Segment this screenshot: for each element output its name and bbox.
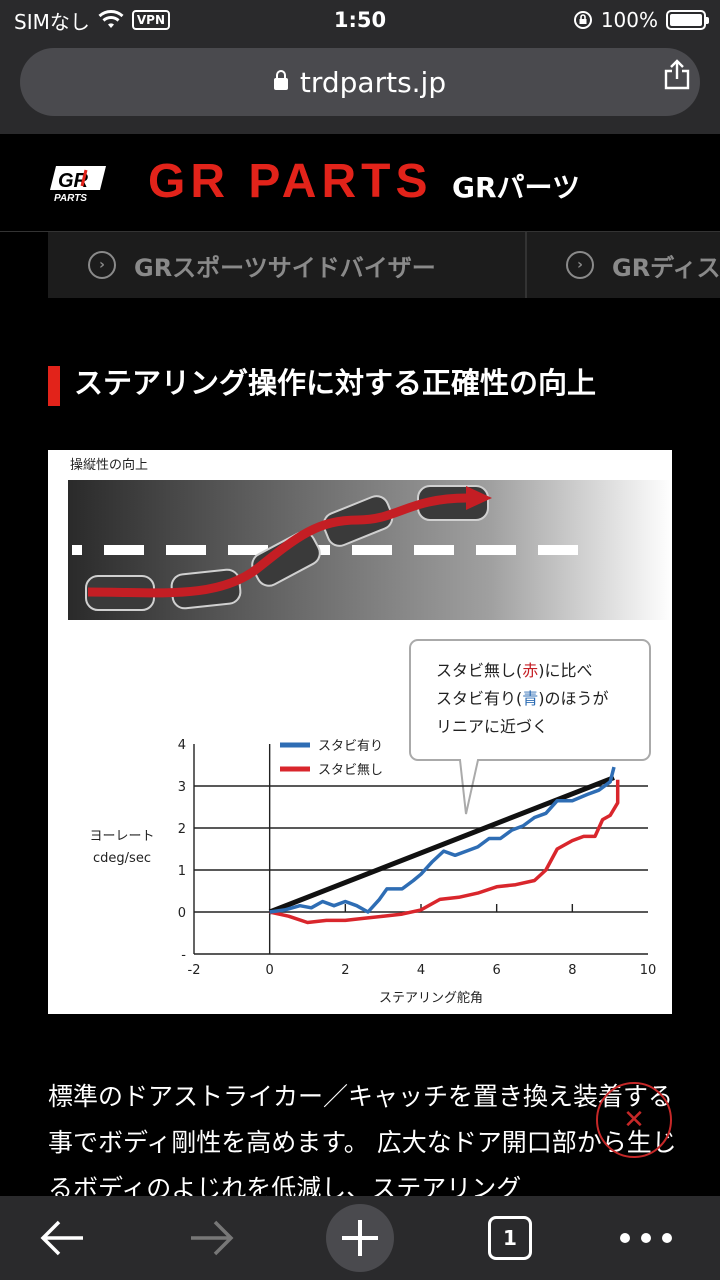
tab-gr-sport-side-visor[interactable]: › GRスポーツサイドバイザー	[88, 232, 436, 298]
x-tick-label: 8	[568, 963, 576, 978]
tab-count: 1	[488, 1216, 532, 1260]
figure-top-caption: 操縦性の向上	[70, 457, 148, 473]
figure-panel: 操縦性の向上 スタビ無し(赤)に比べ スタビ有り(青)のほうが リニアに近づく …	[48, 450, 672, 1014]
y-tick-label: 3	[178, 780, 186, 795]
carrier-label: SIMなし	[14, 9, 90, 34]
plus-icon	[342, 1220, 378, 1256]
x-tick-label: 10	[640, 963, 657, 978]
y-axis-label: ヨーレート	[89, 829, 154, 844]
more-icon	[620, 1233, 672, 1243]
tab-gr-disc[interactable]: › GRディス	[566, 232, 720, 298]
share-icon[interactable]	[662, 58, 692, 90]
callout-text: スタビ無し(赤)に比べ スタビ有り(青)のほうが リニアに近づく	[436, 661, 614, 736]
tabs-button[interactable]: 1	[486, 1196, 534, 1280]
site-header: GR PARTS GR PARTS GRパーツ	[0, 134, 720, 232]
battery-icon	[666, 10, 709, 30]
vpn-badge: VPN	[131, 10, 170, 30]
wifi-icon	[98, 10, 124, 28]
y-tick-label: 4	[178, 738, 186, 753]
address-bar[interactable]: trdparts.jp	[20, 48, 700, 116]
x-axis-label: ステアリング舵角	[379, 991, 483, 1006]
more-menu-button[interactable]	[616, 1196, 676, 1280]
y-tick-label: -	[181, 948, 186, 963]
back-button[interactable]	[30, 1196, 94, 1280]
site-title[interactable]: GR PARTS	[148, 155, 433, 208]
figure-svg: 操縦性の向上 スタビ無し(赤)に比べ スタビ有り(青)のほうが リニアに近づく …	[68, 457, 672, 1006]
legend-label: スタビ無し	[318, 763, 383, 778]
y-axis-unit: cdeg/sec	[93, 851, 151, 866]
orientation-lock-icon	[573, 11, 592, 29]
logo-sub-text: PARTS	[54, 193, 87, 204]
product-tab-strip[interactable]: › GRスポーツサイドバイザー › GRディス	[48, 232, 720, 298]
arrow-head-icon	[466, 486, 492, 510]
lock-icon	[273, 70, 288, 90]
tab-divider	[525, 232, 527, 298]
x-tick-label: -2	[188, 963, 201, 978]
series-line-with-stabi	[269, 766, 616, 914]
callout-box	[409, 639, 651, 815]
battery-percent: 100%	[600, 8, 658, 32]
x-tick-label: 0	[266, 963, 274, 978]
x-tick-label: 6	[493, 963, 501, 978]
tab-label: GRディス	[612, 253, 720, 282]
chevron-right-icon: ›	[566, 251, 594, 279]
arrow-left-icon	[40, 1220, 83, 1256]
forward-button[interactable]	[180, 1196, 244, 1280]
x-tick-label: 4	[417, 963, 425, 978]
status-bar: SIMなし VPN 1:50 100%	[0, 0, 720, 40]
y-tick-label: 0	[178, 906, 186, 921]
new-tab-button[interactable]	[326, 1196, 394, 1280]
arrow-right-icon	[191, 1220, 234, 1256]
x-tick-label: 2	[341, 963, 349, 978]
tab-label: GRスポーツサイドバイザー	[134, 253, 436, 282]
trajectory-arrow	[87, 493, 469, 598]
chevron-right-icon: ›	[88, 251, 116, 279]
close-ad-icon[interactable]: ✕	[596, 1082, 672, 1158]
y-tick-label: 1	[178, 864, 186, 879]
legend-label: スタビ有り	[318, 739, 383, 754]
browser-bottom-toolbar: 1	[0, 1196, 720, 1280]
logo-text: GR	[58, 170, 89, 192]
browser-toolbar: trdparts.jp	[0, 40, 720, 134]
yaw-rate-chart: -2 0 2 4 6 8 10 - 0 1 2 3 4 ステアリング舵角 ヨーレート cdeg/sec スタビ有…	[89, 738, 656, 1006]
y-tick-label: 2	[178, 822, 186, 837]
url-text: trdparts.jp	[299, 65, 447, 99]
gr-logo[interactable]: GR PARTS	[48, 162, 110, 204]
series-line-without-stabi	[269, 779, 620, 925]
section-marker	[48, 366, 60, 406]
site-subtitle: GRパーツ	[452, 171, 580, 204]
description-text: 標準のドアストライカー／キャッチを置き換え装着する事でボディ剛性を高めます。 広…	[48, 1082, 677, 1203]
clock: 1:50	[333, 8, 387, 32]
section-title: ステアリング操作に対する正確性の向上	[74, 366, 597, 400]
